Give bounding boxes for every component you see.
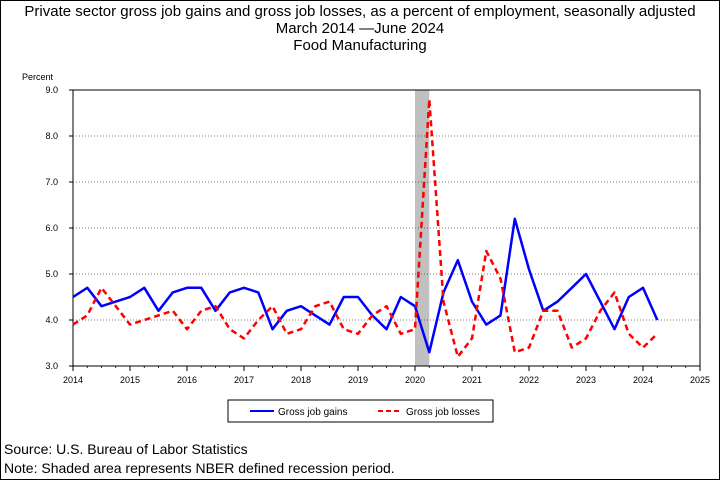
x-tick-label: 2025 [690, 375, 710, 385]
legend-label: Gross job gains [278, 407, 347, 418]
x-tick-label: 2016 [177, 375, 197, 385]
x-tick-label: 2024 [633, 375, 653, 385]
x-tick-label: 2019 [348, 375, 368, 385]
x-tick-label: 2015 [120, 375, 140, 385]
x-tick-label: 2023 [576, 375, 596, 385]
recession-shading [415, 90, 430, 366]
x-tick-label: 2020 [405, 375, 425, 385]
y-tick-label: 9.0 [45, 85, 58, 95]
x-tick-label: 2022 [519, 375, 539, 385]
y-axis-label: Percent [22, 72, 54, 82]
chart-title: Private sector gross job gains and gross… [24, 3, 696, 20]
x-tick-label: 2021 [462, 375, 482, 385]
series-line-losses [72, 97, 659, 359]
x-tick-label: 2014 [63, 375, 83, 385]
recession-note: Note: Shaded area represents NBER define… [4, 460, 395, 476]
x-tick-label: 2018 [291, 375, 311, 385]
plot-area [72, 89, 701, 367]
legend-label: Gross job losses [406, 407, 480, 418]
y-tick-label: 6.0 [45, 223, 58, 233]
series-line-gains [72, 217, 659, 354]
source-note: Source: U.S. Bureau of Labor Statistics [4, 441, 248, 457]
y-tick-label: 3.0 [45, 361, 58, 371]
x-tick-label: 2017 [234, 375, 254, 385]
y-tick-label: 4.0 [45, 315, 58, 325]
legend-box [227, 399, 494, 423]
y-tick-label: 5.0 [45, 269, 58, 279]
chart-date-range: March 2014 —June 2024 [275, 20, 445, 37]
chart-titles: Private sector gross job gains and gross… [0, 3, 720, 54]
y-tick-label: 7.0 [45, 177, 58, 187]
chart-industry: Food Manufacturing [293, 37, 427, 54]
y-tick-label: 8.0 [45, 131, 58, 141]
